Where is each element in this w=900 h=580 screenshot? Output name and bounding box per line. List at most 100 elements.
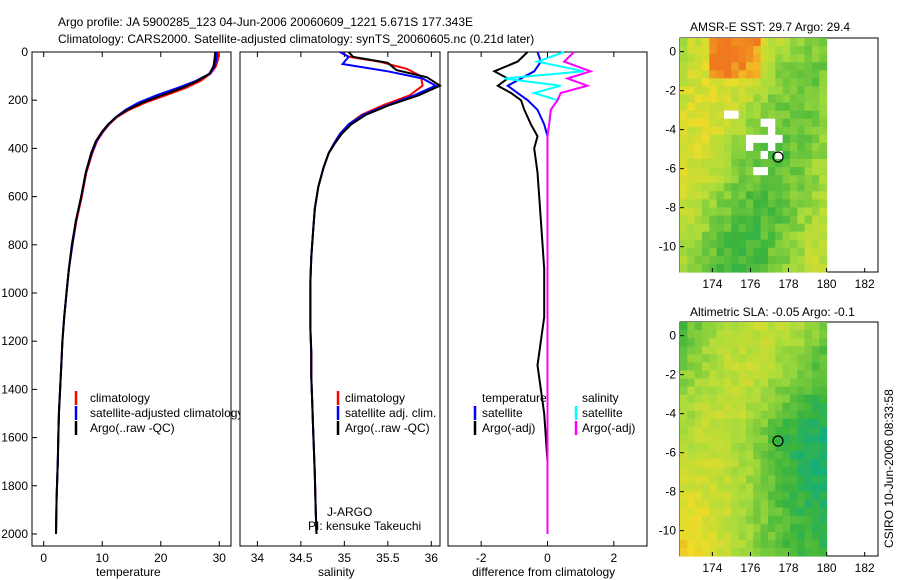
map-cell-sst — [819, 94, 828, 104]
map-cell-sst — [767, 191, 776, 200]
map-cell-sst — [782, 102, 791, 112]
map-cell-sla — [716, 386, 725, 396]
map-cell-sla — [745, 418, 754, 428]
map-cell-sla — [701, 410, 710, 420]
map-cell-sst — [797, 247, 806, 257]
map-cell-sst — [782, 255, 791, 265]
map-cell-sla — [687, 499, 696, 509]
map-cell-sla — [680, 531, 688, 541]
map-cell-sst — [723, 183, 732, 192]
map-cell-sla — [709, 451, 718, 460]
map-cell-sst — [723, 263, 732, 273]
map-cell-sla — [723, 483, 732, 493]
map-cell-sla — [723, 523, 732, 533]
map-cell-sla — [804, 491, 813, 501]
map-cell-sla — [804, 515, 813, 525]
map-cell-sla — [775, 370, 784, 380]
map-cell-sst — [775, 102, 784, 112]
map-cell-sst — [767, 175, 776, 184]
map-cell-sla — [716, 346, 725, 355]
map-cell-sla — [709, 402, 718, 412]
map-cell-sla — [797, 475, 806, 484]
map-cell-sst — [738, 231, 747, 241]
map-cell-sst — [694, 207, 703, 217]
map-cell-sla — [804, 386, 813, 396]
map-cell-sst — [775, 62, 784, 71]
map-cell-sla — [789, 467, 798, 476]
map-cell-sst — [797, 199, 806, 209]
map-cell-sst — [723, 86, 732, 96]
map-cell-sst — [753, 126, 762, 136]
map-cell-sst — [760, 239, 769, 249]
map-cell-sst — [694, 110, 703, 120]
map-cell-sst — [782, 159, 791, 168]
map-cell-sla — [760, 467, 769, 476]
map-cell-sla — [753, 394, 762, 404]
map-cell-sst — [811, 199, 820, 209]
map-cell-sla — [811, 475, 820, 484]
map-cell-sst — [745, 239, 754, 249]
map-cell-sla — [753, 539, 762, 549]
map-cell-sla — [716, 402, 725, 412]
map-cell-sla — [753, 547, 762, 557]
y-tick-label-temperature: 1600 — [1, 431, 28, 445]
map-x-tick-label-sla: 180 — [817, 561, 837, 575]
map-cell-sla — [804, 451, 813, 460]
map-cell-sla — [709, 426, 718, 436]
map-cell-sst — [767, 239, 776, 249]
map-cell-sla — [745, 539, 754, 549]
map-cell-sst — [709, 159, 718, 168]
map-cell-sst — [767, 231, 776, 241]
temperature-series — [55, 51, 220, 535]
map-cell-sst — [767, 215, 776, 225]
map-cell-sla — [738, 547, 747, 557]
legend-s-argo: Argo(-adj) — [582, 421, 635, 435]
temperature-panel: 0 200 400 600 800 1000 1200 1400 1600 1800 2000 0 1… — [1, 45, 243, 579]
map-cell-sst — [775, 215, 784, 225]
map-cell-sla — [694, 467, 703, 476]
series-line-argo — [55, 51, 217, 535]
map-cell-sla — [701, 418, 710, 428]
map-cell-sst — [680, 62, 688, 71]
map-cell-sst — [694, 150, 703, 160]
map-cell-sla — [738, 539, 747, 549]
map-cell-sla — [804, 467, 813, 476]
map-cell-sst — [687, 199, 696, 209]
map-cell-sst — [716, 263, 725, 273]
map-cell-sla — [819, 475, 828, 484]
map-cell-sla — [731, 322, 740, 331]
map-cell-sst — [694, 46, 703, 55]
map-cell-sla — [701, 547, 710, 557]
map-cell-sst — [738, 263, 747, 273]
map-cell-sst — [767, 199, 776, 209]
map-cell-sst — [767, 247, 776, 257]
map-cell-sla — [811, 354, 820, 363]
map-cell-sst — [753, 102, 762, 112]
map-cell-sla — [731, 547, 740, 557]
map-cell-sst — [789, 159, 798, 168]
map-cell-sst — [723, 247, 732, 257]
map-x-tick-label-sla: 176 — [740, 561, 760, 575]
map-cell-sst — [811, 142, 820, 152]
map-cell-sst — [811, 255, 820, 265]
map-cell-sst — [694, 126, 703, 136]
map-cell-sst — [804, 118, 813, 128]
map-cell-sst — [775, 78, 784, 88]
map-cell-sst — [789, 46, 798, 55]
x-tick-label-salinity: 34.5 — [289, 551, 313, 565]
map-cell-sst — [753, 46, 762, 55]
map-cell-sst — [709, 207, 718, 217]
map-cell-sst — [723, 231, 732, 241]
y-tick-label-temperature: 1800 — [1, 479, 28, 493]
map-cell-sla — [767, 402, 776, 412]
map-cell-sst — [797, 110, 806, 120]
map-cell-sla — [819, 426, 828, 436]
map-cell-sla — [789, 443, 798, 452]
map-cell-sst — [687, 263, 696, 273]
map-cell-sla — [687, 370, 696, 380]
map-cell-sst — [680, 167, 688, 176]
map-cell-sla — [819, 434, 828, 444]
map-x-tick-label-sst: 176 — [740, 277, 760, 291]
map-cell-sst — [789, 142, 798, 152]
map-cell-sla — [723, 459, 732, 468]
